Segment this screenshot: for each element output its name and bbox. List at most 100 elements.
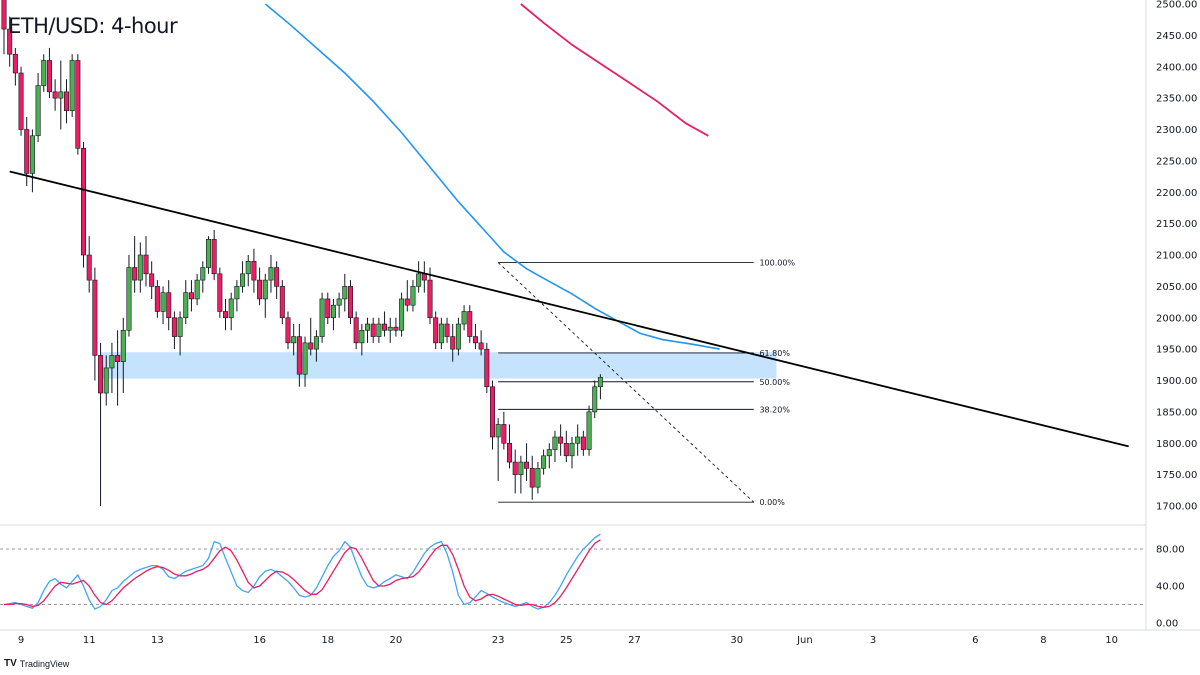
price-tick-label: 2200.00 (1156, 188, 1197, 199)
time-tick-label: 13 (151, 635, 164, 646)
bullish-candle (330, 304, 336, 319)
fib-level-label: 0.00% (759, 498, 785, 507)
price-tick-label: 2400.00 (1156, 62, 1197, 73)
bearish-candle (143, 254, 149, 275)
price-axis[interactable]: 2500.00 2450.00 2400.00 2350.00 2300.00 2250.… (1156, 0, 1197, 513)
bearish-candle (132, 267, 138, 281)
time-tick-label: 30 (730, 635, 743, 646)
bullish-candle (240, 273, 246, 287)
price-tick-label: 1900.00 (1156, 376, 1197, 387)
stochastic-axis: 80.00 40.00 0.00 (1156, 545, 1185, 630)
time-axis[interactable]: 9 11 13 16 18 20 23 25 27 30 Jun 3 6 8 10 (18, 635, 1118, 646)
bullish-candle (387, 326, 393, 331)
stochastic-oscillator[interactable] (0, 533, 1146, 610)
bullish-candle (268, 267, 274, 281)
bearish-candle (507, 442, 513, 463)
stochastic-tick-label: 0.00 (1156, 619, 1178, 630)
bullish-candle (58, 91, 64, 99)
price-tick-label: 2150.00 (1156, 219, 1197, 230)
time-tick-label: 18 (321, 635, 334, 646)
time-tick-label: 3 (870, 635, 876, 646)
fib-level-label: 100.00% (759, 259, 795, 268)
bullish-candle (552, 436, 558, 450)
bearish-candle (433, 317, 439, 344)
bearish-candle (115, 355, 121, 362)
price-tick-label: 2350.00 (1156, 94, 1197, 105)
bearish-candle (444, 323, 450, 337)
bullish-candle (546, 449, 552, 457)
price-tick-label: 2250.00 (1156, 156, 1197, 167)
fibonacci-retracement[interactable]: 100.00% 61.80% 50.00% 38.20% 0.00% (497, 259, 795, 508)
bullish-candle (137, 254, 143, 281)
bullish-candle (569, 442, 575, 457)
bullish-candle (245, 260, 251, 275)
time-tick-label: 9 (18, 635, 24, 646)
price-tick-label: 1700.00 (1156, 502, 1197, 513)
bullish-candle (342, 286, 348, 300)
bearish-candle (12, 53, 18, 74)
bullish-candle (291, 336, 297, 344)
bearish-candle (524, 461, 530, 469)
price-tick-label: 1800.00 (1156, 439, 1197, 450)
bullish-candle (416, 273, 422, 287)
stochastic-tick-label: 80.00 (1156, 545, 1185, 556)
bearish-candle (46, 60, 52, 93)
stochastic-tick-label: 40.00 (1156, 582, 1185, 593)
bullish-candle (461, 311, 467, 325)
bearish-candle (296, 336, 302, 375)
bearish-candle (86, 254, 92, 281)
moving-average-200 (520, 3, 709, 137)
bullish-candle (262, 279, 268, 300)
price-tick-label: 2050.00 (1156, 282, 1197, 293)
bearish-candle (529, 468, 535, 488)
bearish-candle (472, 336, 478, 344)
bullish-candle (194, 279, 200, 300)
bearish-candle (154, 286, 160, 312)
time-tick-label: 20 (390, 635, 403, 646)
chart-grid (0, 0, 1200, 631)
bearish-candle (558, 436, 564, 444)
price-tick-label: 2100.00 (1156, 251, 1197, 262)
bullish-candle (183, 292, 189, 319)
bullish-candle (359, 329, 365, 344)
bearish-candle (217, 273, 223, 312)
bullish-candle (365, 323, 371, 331)
bearish-candle (353, 317, 359, 344)
fib-level-label: 61.80% (759, 349, 790, 358)
stochastic-d-line (4, 539, 601, 608)
bearish-candle (52, 91, 58, 99)
bearish-candle (7, 28, 13, 55)
bullish-candle (35, 85, 41, 137)
bearish-candle (347, 286, 353, 319)
price-tick-label: 2450.00 (1156, 31, 1197, 42)
fib-level-label: 50.00% (759, 378, 790, 387)
bullish-candle (126, 267, 132, 331)
time-tick-label: 23 (492, 635, 505, 646)
bearish-candle (274, 267, 280, 287)
bullish-candle (228, 298, 234, 319)
bearish-candle (308, 342, 314, 350)
bullish-candle (69, 60, 75, 111)
bearish-candle (24, 129, 30, 174)
time-tick-label: Jun (796, 635, 813, 646)
time-tick-label: 6 (972, 635, 978, 646)
bullish-candle (302, 342, 308, 375)
bearish-candle (223, 311, 229, 319)
candlestick-series[interactable] (1, 0, 603, 506)
bullish-candle (535, 468, 541, 488)
bearish-candle (512, 461, 518, 475)
descending-trendline[interactable] (9, 170, 1129, 448)
bullish-candle (29, 135, 35, 174)
bullish-candle (205, 239, 211, 268)
tradingview-watermark[interactable]: TV TradingView (4, 658, 69, 669)
bullish-candle (495, 424, 501, 438)
bullish-candle (177, 317, 183, 337)
plot-background (0, 0, 1146, 630)
bearish-candle (166, 292, 172, 319)
bearish-candle (478, 342, 484, 350)
bullish-candle (313, 336, 319, 350)
price-tick-label: 1850.00 (1156, 407, 1197, 418)
bullish-candle (438, 323, 444, 344)
fib-diagonal (497, 262, 755, 503)
